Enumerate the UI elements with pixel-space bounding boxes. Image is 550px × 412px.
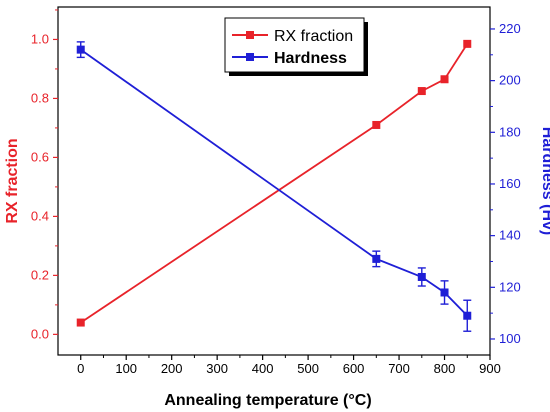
point-rx-1 bbox=[372, 120, 381, 129]
x-tick-label-9: 900 bbox=[479, 361, 501, 376]
point-hardness-2 bbox=[417, 272, 426, 281]
left-y-tick-label-1: 0.2 bbox=[31, 267, 49, 282]
point-hardness-1 bbox=[372, 254, 381, 263]
x-tick-label-4: 400 bbox=[252, 361, 274, 376]
x-axis: 0 100 200 300 400 500 600 700 800 900 bbox=[77, 355, 501, 376]
legend-box-shadow bbox=[364, 22, 368, 76]
point-rx-4 bbox=[463, 39, 472, 48]
right-y-tick-label-3: 160 bbox=[499, 176, 521, 191]
legend-label-hardness: Hardness bbox=[274, 50, 347, 67]
point-hardness-3 bbox=[440, 288, 449, 297]
point-rx-2 bbox=[417, 87, 426, 96]
right-y-tick-label-4: 180 bbox=[499, 124, 521, 139]
x-tick-label-0: 0 bbox=[77, 361, 84, 376]
x-tick-label-6: 600 bbox=[343, 361, 365, 376]
legend: RX fraction Hardness bbox=[224, 17, 368, 76]
left-y-tick-label-4: 0.8 bbox=[31, 90, 49, 105]
left-y-axis: 0.0 0.2 0.4 0.6 0.8 1.0 bbox=[31, 9, 58, 341]
x-axis-title: Annealing temperature (°C) bbox=[164, 392, 371, 409]
legend-box bbox=[224, 17, 365, 73]
x-tick-label-5: 500 bbox=[297, 361, 319, 376]
right-y-axis-title: Hardness (Hv) bbox=[539, 127, 550, 235]
left-y-tick-label-2: 0.4 bbox=[31, 208, 49, 223]
point-hardness-0 bbox=[76, 45, 85, 54]
legend-label-rx: RX fraction bbox=[274, 28, 353, 45]
right-y-tick-label-5: 200 bbox=[499, 73, 521, 88]
legend-marker-hardness bbox=[246, 53, 254, 61]
legend-marker-rx bbox=[246, 31, 254, 39]
point-rx-3 bbox=[440, 75, 449, 84]
series-layer bbox=[76, 39, 472, 332]
plot-frame bbox=[57, 6, 491, 356]
x-tick-label-2: 200 bbox=[161, 361, 183, 376]
series-line-rx bbox=[80, 43, 469, 324]
right-y-tick-label-6: 220 bbox=[499, 21, 521, 36]
x-tick-label-1: 100 bbox=[115, 361, 137, 376]
right-y-axis: 100 120 140 160 180 200 220 bbox=[490, 21, 521, 346]
left-y-tick-label-3: 0.6 bbox=[31, 149, 49, 164]
left-y-axis-title: RX fraction bbox=[4, 138, 21, 223]
right-y-tick-label-0: 100 bbox=[499, 331, 521, 346]
x-tick-label-7: 700 bbox=[388, 361, 410, 376]
right-y-tick-label-1: 120 bbox=[499, 279, 521, 294]
legend-box-shadow-bottom bbox=[229, 72, 368, 76]
point-rx-0 bbox=[76, 318, 85, 327]
x-tick-label-8: 800 bbox=[434, 361, 456, 376]
series-line-hardness bbox=[80, 48, 468, 317]
point-hardness-4 bbox=[463, 311, 472, 320]
left-y-tick-label-0: 0.0 bbox=[31, 326, 49, 341]
x-tick-label-3: 300 bbox=[206, 361, 228, 376]
right-y-tick-label-2: 140 bbox=[499, 228, 521, 243]
left-y-tick-label-5: 1.0 bbox=[31, 31, 49, 46]
